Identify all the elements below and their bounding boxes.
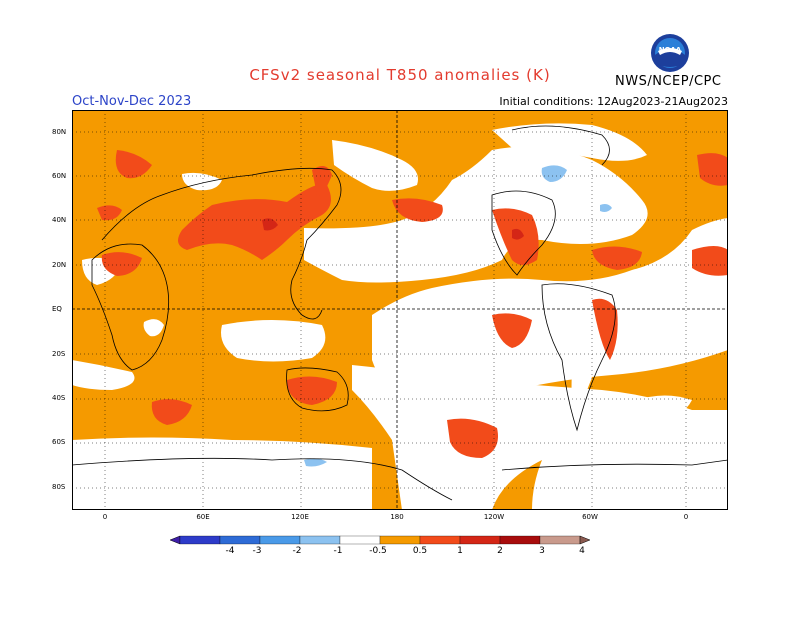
colorbar-swatch [259, 535, 301, 545]
agency-credit: NWS/NCEP/CPC [615, 74, 722, 89]
lon-label-60w: 60W [582, 513, 598, 521]
noaa-logo: NOAA [651, 34, 689, 72]
colorbar-tick-label: 0.5 [412, 546, 428, 556]
colorbar-swatch [459, 535, 501, 545]
lat-label-80s: 80S [52, 483, 66, 491]
lat-label-20n: 20N [52, 261, 67, 269]
colorbar-tick-label: -3 [252, 546, 262, 556]
colorbar-tick-label: 4 [579, 546, 585, 556]
colorbar-swatch [419, 535, 461, 545]
lon-label-120e: 120E [291, 513, 309, 521]
lat-label-20s: 20S [52, 350, 66, 358]
warm-anomaly-2-3-regions [262, 218, 524, 240]
lat-label-eq: EQ [52, 305, 62, 313]
colorbar-tick-label: 1 [457, 546, 463, 556]
colorbar-swatch [539, 535, 581, 545]
coastlines [72, 125, 728, 501]
lon-label-120w: 120W [483, 513, 505, 521]
chart-title: CFSv2 seasonal T850 anomalies (K) [249, 66, 551, 84]
lat-label-60n: 60N [52, 172, 67, 180]
logo-text: NOAA [659, 46, 682, 54]
colorbar-tick-label: 2 [497, 546, 503, 556]
colorbar-swatch [379, 535, 421, 545]
colorbar-swatch [179, 535, 221, 545]
colorbar-tick-label: 3 [539, 546, 545, 556]
map-frame [72, 110, 728, 510]
lat-label-40n: 40N [52, 216, 67, 224]
colorbar-tick-label: -2 [292, 546, 302, 556]
anomaly-map [72, 110, 728, 510]
colorbar-max-arrow [579, 535, 591, 545]
lon-label-60e: 60E [196, 513, 210, 521]
colorbar-tick-label: -1 [333, 546, 343, 556]
lat-label-40s: 40S [52, 394, 66, 402]
cool-anomaly-regions [304, 165, 612, 467]
colorbar-swatch [499, 535, 541, 545]
lon-label-0-west: 0 [102, 513, 108, 521]
graticule [72, 110, 728, 510]
initial-conditions-label: Initial conditions: 12Aug2023-21Aug2023 [499, 95, 728, 108]
warm-anomaly-1-2-regions [97, 150, 728, 458]
lat-label-60s: 60S [52, 438, 66, 446]
colorbar-swatch [219, 535, 261, 545]
period-label: Oct-Nov-Dec 2023 [72, 94, 192, 109]
colorbar [170, 535, 591, 545]
colorbar-tick-label: -0.5 [369, 546, 387, 556]
colorbar-tick-label: -4 [225, 546, 235, 556]
colorbar-swatch [299, 535, 341, 545]
lat-label-80n: 80N [52, 128, 67, 136]
neutral-anomaly-regions [72, 123, 728, 510]
colorbar-min-arrow [170, 535, 181, 545]
lon-label-0-east: 0 [683, 513, 689, 521]
colorbar-swatch [339, 535, 381, 545]
lon-label-180: 180 [390, 513, 404, 521]
